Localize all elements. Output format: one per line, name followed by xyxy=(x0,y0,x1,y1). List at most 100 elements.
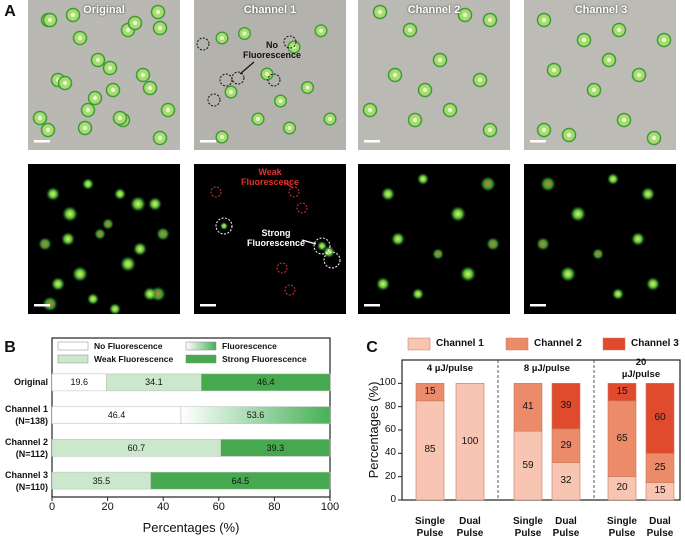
bar-segment xyxy=(180,406,331,424)
legend-swatch xyxy=(57,341,89,351)
value-label: 15 xyxy=(654,485,666,497)
image-detail xyxy=(283,181,294,189)
value-label: 46.4 xyxy=(257,377,275,388)
value-label: 41 xyxy=(522,401,534,413)
value-label: 25 xyxy=(654,461,666,473)
bar-segment xyxy=(220,439,331,457)
legend-label: Fluorescence xyxy=(222,341,277,351)
y-tick-label: 80 xyxy=(384,400,396,412)
x-tick-label: 60 xyxy=(212,501,225,513)
x-tick-label: 100 xyxy=(320,501,340,513)
value-label: 39 xyxy=(560,400,572,412)
y-tick-label: Channel 1 (N=138) xyxy=(4,404,48,427)
value-label: 29 xyxy=(560,439,572,451)
value-label: 15 xyxy=(616,386,628,398)
image-detail xyxy=(296,202,308,214)
bar-segment xyxy=(607,383,637,402)
image-detail xyxy=(276,262,288,274)
value-label: 35.5 xyxy=(92,475,111,486)
legend-swatch xyxy=(602,337,626,351)
column-title: Original xyxy=(83,4,125,16)
bar-segment xyxy=(645,383,675,454)
group-label: 8 µJ/pulse xyxy=(523,363,571,374)
x-tick-label: Single Pulse xyxy=(606,516,638,539)
x-tick-label: 80 xyxy=(268,501,281,513)
group-label: 4 µJ/pulse xyxy=(426,363,474,374)
value-label: 85 xyxy=(424,444,436,456)
micrograph-channel1-fluor xyxy=(194,164,346,314)
x-tick-label: Dual Pulse xyxy=(552,516,580,539)
image-detail xyxy=(530,140,546,143)
panel-label: A xyxy=(4,3,16,20)
bar-segment xyxy=(150,471,331,490)
legend-label: Strong Fluorescence xyxy=(222,354,307,364)
x-axis-label: Percentages (%) xyxy=(142,520,240,535)
bar-segment xyxy=(551,428,581,463)
value-label: 20 xyxy=(616,482,628,494)
micrograph-channel3-fluor xyxy=(524,164,676,314)
column-title: Channel 3 xyxy=(574,4,628,16)
micrograph-channel2-fluor xyxy=(358,164,510,314)
image-detail xyxy=(196,37,210,51)
bar-segment xyxy=(551,383,581,430)
value-label: 15 xyxy=(424,386,436,398)
image-detail xyxy=(34,304,50,307)
bar-segment xyxy=(415,383,445,402)
image-detail xyxy=(219,73,233,87)
image-detail xyxy=(220,222,228,230)
column-title: Channel 1 xyxy=(243,4,297,16)
legend-swatch xyxy=(407,337,431,351)
image-detail xyxy=(323,251,341,269)
y-tick-label: 100 xyxy=(379,377,396,389)
y-tick-label: Channel 2 (N=112) xyxy=(4,436,48,459)
legend-label: Channel 3 xyxy=(631,338,679,349)
value-label: 32 xyxy=(560,475,572,487)
y-tick-label: 60 xyxy=(384,424,396,435)
value-label: 19.6 xyxy=(70,377,88,388)
value-label: 39.3 xyxy=(266,442,285,453)
x-tick-label: Single Pulse xyxy=(414,516,446,539)
legend-swatch xyxy=(185,341,217,351)
y-axis-label: Percentages (%) xyxy=(366,381,381,479)
y-tick-label: Original xyxy=(13,377,48,388)
image-detail xyxy=(200,304,216,307)
x-tick-label: 0 xyxy=(48,501,56,513)
bar-segment xyxy=(201,373,331,392)
annotation: No Fluorescence xyxy=(242,40,302,60)
image-detail xyxy=(215,217,233,235)
image-detail xyxy=(239,61,255,75)
image-detail xyxy=(288,186,300,198)
legend-label: Channel 1 xyxy=(436,338,484,349)
image-detail xyxy=(313,237,331,255)
value-label: 53.6 xyxy=(246,410,265,421)
bar-segment xyxy=(645,453,675,483)
image-detail xyxy=(207,93,221,107)
annotation: Strong Fluorescence xyxy=(246,228,306,248)
x-tick-label: 20 xyxy=(101,501,114,513)
image-detail xyxy=(283,35,297,49)
legend-swatch xyxy=(185,354,217,364)
image-detail xyxy=(530,304,546,307)
micrograph-channel2-bright xyxy=(358,0,510,150)
micrograph-channel1-bright xyxy=(194,0,346,150)
micrograph-channel3-bright xyxy=(524,0,676,150)
x-tick-label: Single Pulse xyxy=(512,516,544,539)
micrograph-original-fluor xyxy=(28,164,180,314)
value-label: 46.4 xyxy=(107,410,126,421)
image-detail xyxy=(267,73,281,87)
y-tick-label: 20 xyxy=(384,470,396,482)
value-label: 34.1 xyxy=(145,377,163,388)
micrograph-original-bright xyxy=(28,0,180,150)
y-tick-label: 40 xyxy=(384,447,396,459)
legend-swatch xyxy=(505,337,529,351)
bar-segment xyxy=(513,383,543,432)
image-detail xyxy=(284,284,296,296)
image-detail xyxy=(194,164,346,314)
legend-label: Weak Fluorescence xyxy=(94,354,174,364)
y-tick-label: 0 xyxy=(390,494,396,505)
bar-segment xyxy=(415,400,445,501)
bar-segment xyxy=(455,383,485,501)
x-tick-label: Dual Pulse xyxy=(456,516,484,539)
